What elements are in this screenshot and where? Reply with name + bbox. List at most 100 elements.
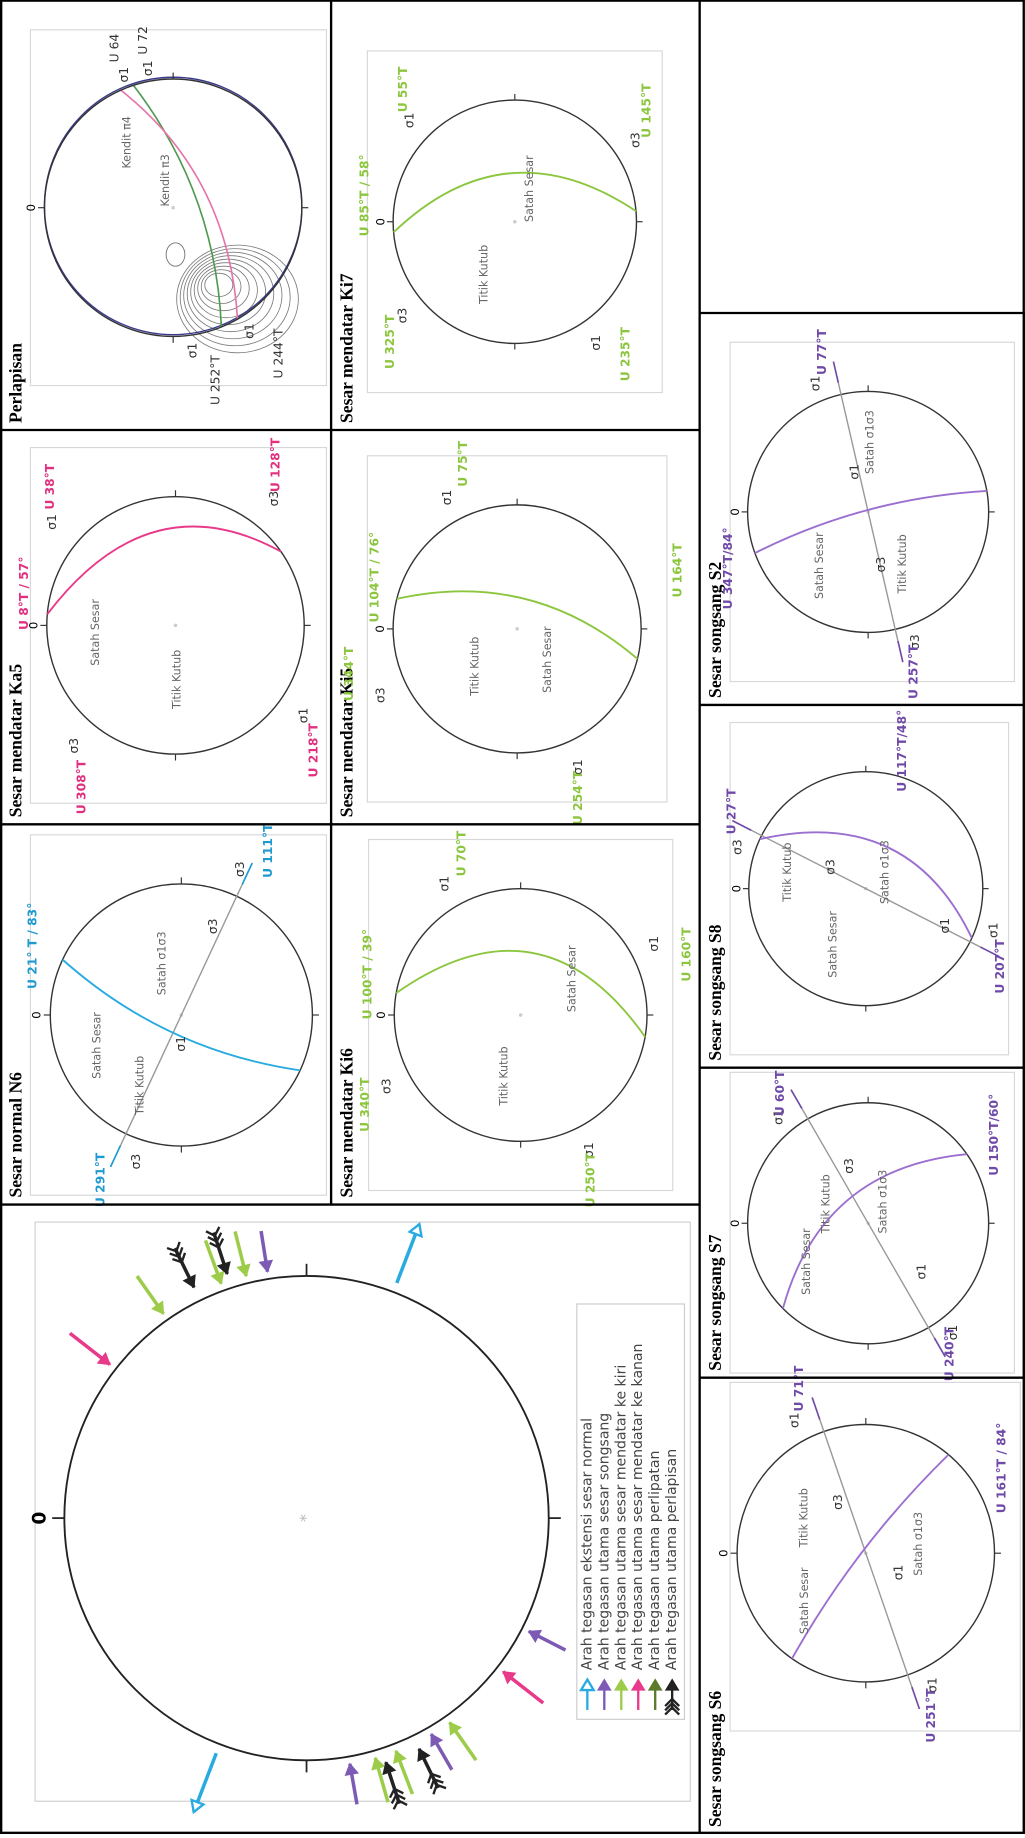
orientation-label: σ1 xyxy=(589,335,603,351)
arrow-feather xyxy=(166,1241,181,1253)
great-circle xyxy=(132,84,223,328)
panel: Sesar mendatar Ki5 0 U 104°T / 76° σ1 U 75°T… xyxy=(337,440,685,825)
orientation-label: U 70°T xyxy=(454,830,468,876)
orientation-label: U 85°T / 58° xyxy=(358,154,372,236)
orientation-label: σ3 xyxy=(379,1078,393,1094)
orientation-label: σ1 xyxy=(571,759,585,775)
panel-title: Sesar mendatar Ki7 xyxy=(337,273,357,423)
orientation-label: U 251°T xyxy=(924,1688,938,1743)
sigma-plane xyxy=(837,380,900,644)
orientation-label: U 27°T xyxy=(725,788,739,834)
panel-title: Sesar mendatar Ki5 xyxy=(337,668,357,818)
arrow-feather xyxy=(390,1793,406,1804)
orientation-label: σ3 xyxy=(824,859,838,875)
orientation-label: U 308°T xyxy=(75,759,89,814)
sigma-arrow xyxy=(911,1686,921,1710)
annotation: Titik Kutub xyxy=(781,843,794,903)
arrow-feather xyxy=(432,1783,447,1795)
panel: Perlapisan 0 σ1 U 64 σ1 U 72 Kendit π3 Kendit π… xyxy=(6,26,328,423)
fault-plane xyxy=(782,1153,967,1309)
net-frame xyxy=(366,455,668,803)
arrow-head xyxy=(236,1263,251,1278)
panel-title: Sesar normal N6 xyxy=(6,1072,26,1198)
arrow-head xyxy=(258,1259,274,1273)
arrow-feather xyxy=(209,1238,225,1249)
orientation-label: U 344°T xyxy=(342,646,356,701)
orientation-label: U 21° T / 83° xyxy=(25,903,39,989)
orientation-label: σ1 xyxy=(809,376,823,392)
orientation-label: U 60°T xyxy=(773,1070,787,1116)
arrow-head xyxy=(190,1798,206,1815)
sigma-arrow xyxy=(731,819,752,831)
orientation-label: U 325°T xyxy=(383,314,397,369)
north-label: 0 xyxy=(30,1011,44,1018)
orientation-label: σ3 xyxy=(831,1494,845,1510)
north-label: 0 xyxy=(374,1011,388,1018)
annotation: Titik Kutub xyxy=(896,534,909,594)
legend-icon-head xyxy=(664,1678,680,1691)
orientation-label: σ1 xyxy=(986,922,1000,938)
orientation-label: σ1 xyxy=(117,67,131,83)
annotation: Satah Sesar xyxy=(541,626,554,693)
orientation-label: U 240°T xyxy=(942,1326,956,1381)
orientation-label: U 77°T xyxy=(815,329,829,375)
arrow-feather xyxy=(426,1772,442,1784)
orientation-label: σ1 xyxy=(647,936,661,952)
north-label: 0 xyxy=(29,1512,50,1525)
arrow-feather xyxy=(207,1232,223,1244)
orientation-label: σ3 xyxy=(908,634,922,650)
orientation-label: U 244°T xyxy=(272,328,286,378)
orientation-label: σ3 xyxy=(129,1154,143,1170)
orientation-label: U 218°T xyxy=(307,722,321,777)
north-label: 0 xyxy=(728,508,742,515)
arrow-head xyxy=(393,1749,407,1764)
legend-box xyxy=(576,1303,686,1720)
sigma-arrow xyxy=(933,1337,946,1358)
net-center xyxy=(515,627,519,631)
sigma-plane xyxy=(118,881,245,1149)
orientation-label: U 145°T xyxy=(640,83,654,138)
north-label: 0 xyxy=(728,1220,742,1227)
orientation-label: U 75°T xyxy=(456,440,470,486)
net-frame xyxy=(729,721,1010,1056)
annotation: Satah Sesar xyxy=(800,1228,813,1295)
orientation-label: σ1 xyxy=(402,113,416,129)
north-label: 0 xyxy=(373,625,387,632)
net-frame xyxy=(729,341,1015,683)
arrow-feather xyxy=(429,1777,444,1790)
panel-title: Sesar songsang S2 xyxy=(705,562,725,698)
orientation-label: U 111°T xyxy=(261,823,275,878)
arrow-feather xyxy=(169,1247,184,1259)
orientation-label: U 235°T xyxy=(618,326,632,381)
orientation-label: U 104°T / 76° xyxy=(367,532,381,623)
net-frame xyxy=(366,50,663,394)
panel-title: Sesar songsang S8 xyxy=(705,924,725,1060)
orientation-label: U 252°T xyxy=(209,355,223,405)
density-contour xyxy=(200,269,242,305)
annotation: Kendit π4 xyxy=(120,116,133,168)
orientation-label: U 128°T xyxy=(268,437,282,492)
great-circle xyxy=(120,89,239,320)
arrow-head xyxy=(382,1761,397,1776)
orientation-label: σ1 xyxy=(892,1565,906,1581)
annotation: Satah Sesar xyxy=(523,155,536,222)
annotation: Kendit π3 xyxy=(159,154,172,206)
legend-label: Arah tegasan ekstensi sesar normal xyxy=(579,1418,595,1670)
orientation-label: U 340°T xyxy=(358,1077,372,1132)
net-frame xyxy=(29,29,328,387)
north-label: 0 xyxy=(717,1549,731,1556)
orientation-label: U 347°T/84° xyxy=(721,527,735,609)
sigma-plane xyxy=(800,1106,937,1341)
panel: Sesar normal N6 0 U 21° T / 83° σ3 U 111°T σ3… xyxy=(6,823,328,1207)
fault-plane xyxy=(392,171,637,234)
legend-label: Arah tegasan utama sesar mendatar ke kan… xyxy=(630,1344,646,1671)
net-frame xyxy=(29,446,328,804)
orientation-label: σ1 xyxy=(938,918,952,934)
orientation-label: σ3 xyxy=(374,687,388,703)
panel-title: Sesar songsang S7 xyxy=(705,1234,725,1370)
